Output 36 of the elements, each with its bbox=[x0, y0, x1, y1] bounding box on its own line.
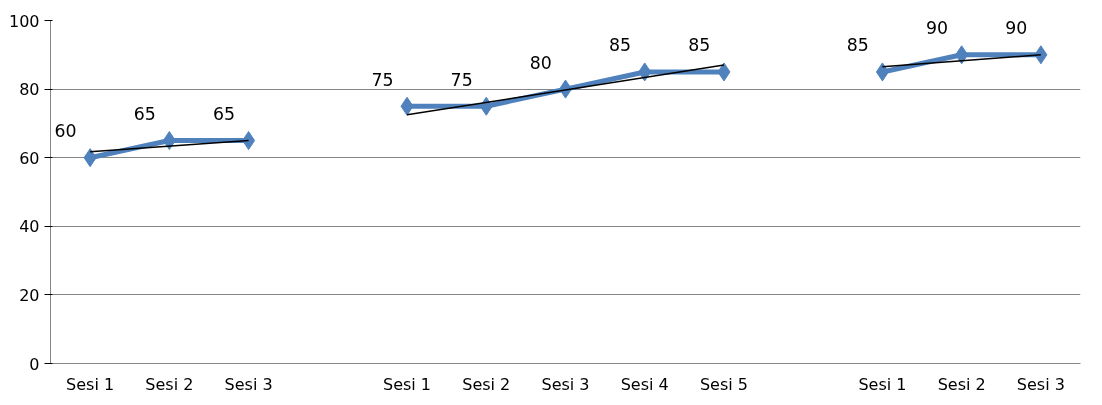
point bbox=[242, 131, 256, 151]
data-label: 65 bbox=[212, 103, 235, 124]
x-tick-label: Sesi 5 bbox=[699, 374, 748, 394]
data-label: 85 bbox=[688, 35, 711, 56]
point bbox=[83, 148, 97, 168]
data-label: 85 bbox=[609, 35, 632, 56]
point bbox=[162, 131, 176, 151]
point bbox=[717, 62, 731, 82]
y-tick-label: 80 bbox=[19, 80, 40, 100]
data-label: 75 bbox=[450, 69, 473, 90]
y-tick-label: 40 bbox=[19, 217, 40, 237]
y-tick-label: 0 bbox=[29, 354, 40, 374]
point bbox=[955, 45, 969, 65]
x-tick-label: Sesi 2 bbox=[462, 374, 511, 394]
x-tick-label: Sesi 3 bbox=[224, 374, 273, 394]
point bbox=[400, 96, 414, 116]
x-tick-label: Sesi 4 bbox=[620, 374, 669, 394]
data-label: 65 bbox=[133, 103, 156, 124]
data-label: 80 bbox=[529, 52, 552, 73]
x-tick-label: Sesi 3 bbox=[541, 374, 590, 394]
x-tick-label: Sesi 2 bbox=[145, 374, 194, 394]
point bbox=[638, 62, 652, 82]
x-tick-label: Sesi 1 bbox=[858, 374, 907, 394]
x-tick-label: Sesi 1 bbox=[383, 374, 432, 394]
y-tick-label: 100 bbox=[8, 11, 40, 31]
y-tick-label: 60 bbox=[19, 148, 40, 168]
data-label: 85 bbox=[846, 35, 869, 56]
x-tick-label: Sesi 2 bbox=[937, 374, 986, 394]
data-label: 90 bbox=[926, 18, 949, 39]
point bbox=[875, 62, 889, 82]
y-tick-label: 20 bbox=[19, 285, 40, 305]
x-tick-label: Sesi 3 bbox=[1016, 374, 1065, 394]
data-label: 90 bbox=[1005, 18, 1028, 39]
data-label: 60 bbox=[54, 121, 77, 142]
x-tick-label: Sesi 1 bbox=[66, 374, 115, 394]
data-label: 75 bbox=[371, 69, 394, 90]
